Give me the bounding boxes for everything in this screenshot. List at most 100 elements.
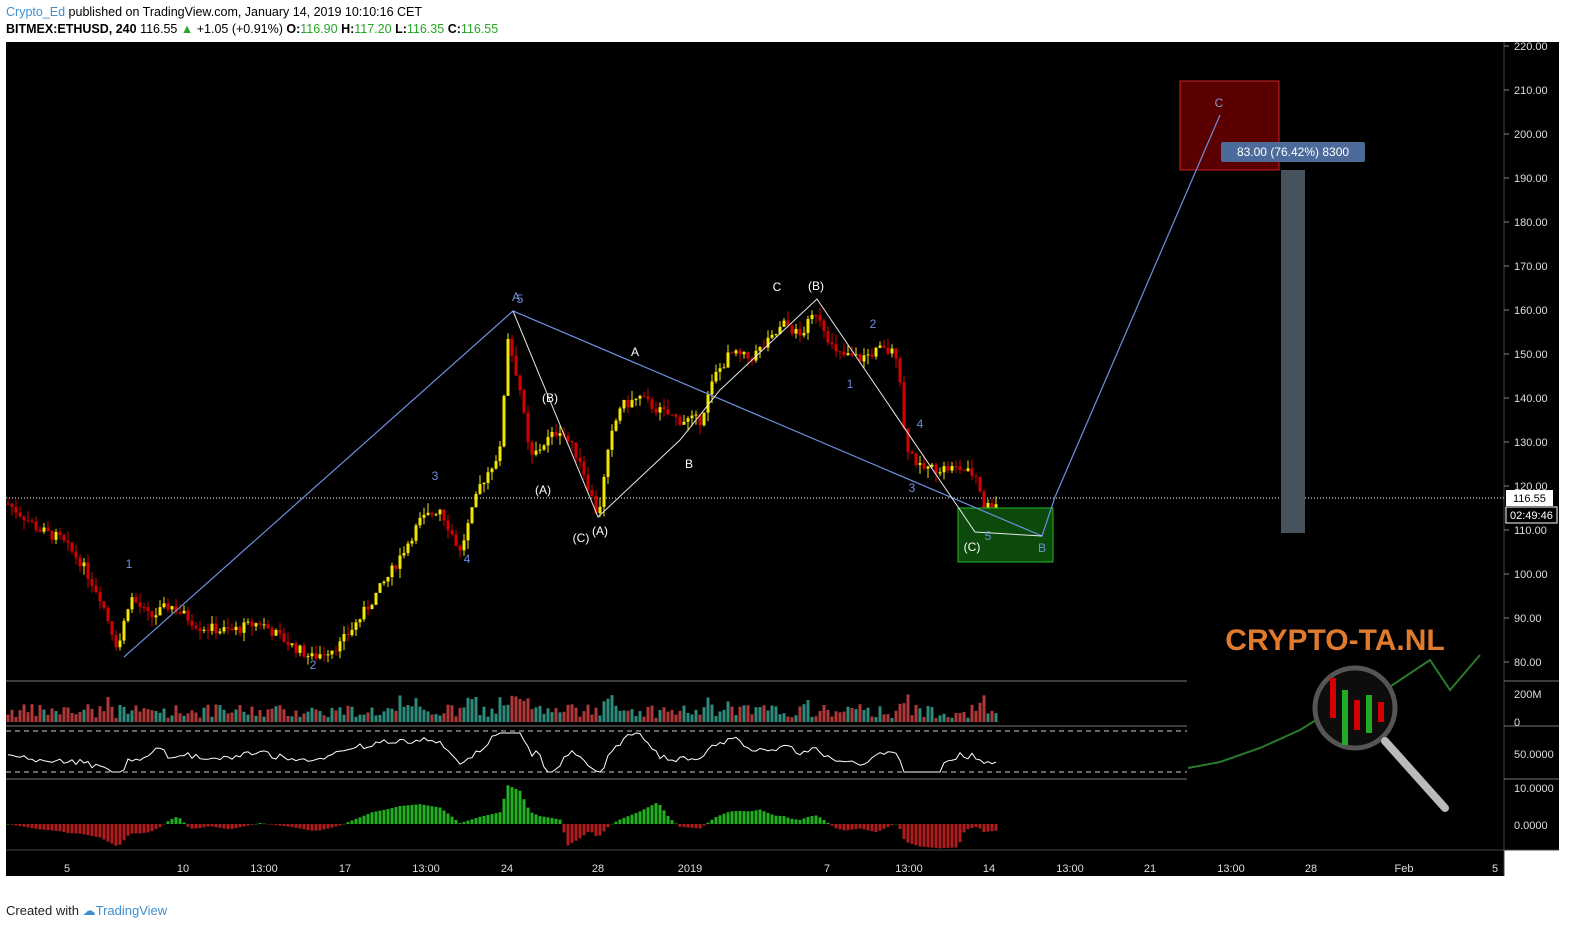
price-tick: 90.00 xyxy=(1514,613,1542,625)
volume-bar xyxy=(826,709,830,722)
ao-bar xyxy=(894,823,898,825)
ao-bar xyxy=(926,824,930,848)
candle-body xyxy=(110,621,114,635)
ao-bar xyxy=(582,824,586,836)
candle-body xyxy=(918,463,922,465)
volume-bar xyxy=(670,709,674,722)
candle-body xyxy=(606,449,610,477)
ao-bar xyxy=(214,824,218,828)
ao-bar xyxy=(322,824,326,830)
time-tick: Feb xyxy=(1395,863,1414,875)
volume-bar xyxy=(114,717,118,722)
support-zone-box[interactable] xyxy=(957,507,1054,563)
volume-bar xyxy=(566,704,570,722)
wave-label: A xyxy=(631,345,639,359)
candle-body xyxy=(294,643,298,653)
candle-body xyxy=(406,543,410,553)
candle-body xyxy=(330,650,334,655)
candle-body xyxy=(350,629,354,636)
candle-body xyxy=(834,344,838,352)
volume-bar xyxy=(334,710,338,722)
candle-body xyxy=(958,466,962,470)
candle-body xyxy=(274,630,278,636)
volume-bar xyxy=(242,711,246,722)
ao-bar xyxy=(874,824,878,833)
volume-bar xyxy=(678,710,682,722)
volume-bar xyxy=(10,709,14,722)
candle-body xyxy=(182,610,186,614)
volume-bar xyxy=(922,716,926,722)
ao-bar xyxy=(726,812,730,824)
volume-bar xyxy=(754,707,758,722)
candle-body xyxy=(806,319,810,333)
candle-body xyxy=(66,540,70,543)
ao-bar xyxy=(538,816,542,824)
wave-label: A xyxy=(512,290,520,304)
candle-body xyxy=(886,347,890,354)
candle-body xyxy=(494,461,498,469)
volume-bar xyxy=(106,696,110,722)
candle-body xyxy=(490,468,494,473)
volume-bar xyxy=(598,715,602,722)
volume-bar xyxy=(422,709,426,722)
corrective-wave-line xyxy=(512,298,1043,537)
ao-bar xyxy=(38,824,42,830)
volume-bar xyxy=(350,706,354,722)
candle-body xyxy=(994,504,998,508)
ao-bar xyxy=(314,824,318,831)
measure-bar[interactable] xyxy=(1281,170,1305,533)
ao-bar xyxy=(478,816,482,824)
candle-body xyxy=(98,591,102,602)
ao-bar xyxy=(882,824,886,829)
candle-body xyxy=(986,502,990,511)
volume-bar xyxy=(974,710,978,722)
volume-bar xyxy=(470,699,474,722)
volume-bar xyxy=(134,705,138,722)
volume-bar xyxy=(442,713,446,722)
candle-body xyxy=(374,592,378,605)
candle-body xyxy=(302,645,306,657)
ao-bar xyxy=(870,824,874,832)
candle-body xyxy=(310,653,314,657)
candle-body xyxy=(26,520,30,522)
countdown-badge xyxy=(1505,506,1558,524)
volume-bar xyxy=(78,711,82,722)
tradingview-link[interactable]: TradingView xyxy=(95,903,168,918)
volume-bar xyxy=(610,695,614,722)
candle-body xyxy=(266,624,270,629)
volume-bar xyxy=(138,711,142,722)
ao-bar xyxy=(958,824,962,843)
price-axis-background[interactable] xyxy=(1504,42,1559,850)
candle-body xyxy=(138,602,142,608)
volume-bar xyxy=(314,709,318,722)
volume-bar xyxy=(450,705,454,722)
candle-body xyxy=(922,463,926,469)
volume-bar xyxy=(854,709,858,722)
ao-bar xyxy=(142,824,146,833)
ao-bar xyxy=(646,807,650,824)
volume-bar xyxy=(418,706,422,722)
candle-body xyxy=(534,450,538,455)
ao-bar xyxy=(98,824,102,838)
time-axis-background[interactable] xyxy=(6,850,1504,876)
wave-label: (A) xyxy=(592,524,608,538)
ao-bar xyxy=(250,824,254,825)
ao-bar xyxy=(486,815,490,824)
volume-bar xyxy=(222,709,226,722)
rsi-tick: 50.0000 xyxy=(1514,749,1554,761)
candle-body xyxy=(590,490,594,496)
ao-bar xyxy=(230,824,234,829)
volume-bar xyxy=(378,714,382,722)
ao-bar xyxy=(738,810,742,824)
candle-body xyxy=(278,630,282,634)
candle-body xyxy=(142,607,146,609)
volume-bar xyxy=(66,707,70,722)
author-link[interactable]: Crypto_Ed xyxy=(6,5,66,19)
ao-bar xyxy=(454,819,458,824)
ao-bar xyxy=(558,819,562,824)
volume-bar xyxy=(126,713,130,722)
ao-bar xyxy=(10,824,14,825)
volume-bar xyxy=(746,705,750,722)
candle-body xyxy=(42,527,46,532)
ao-bar xyxy=(218,824,222,828)
